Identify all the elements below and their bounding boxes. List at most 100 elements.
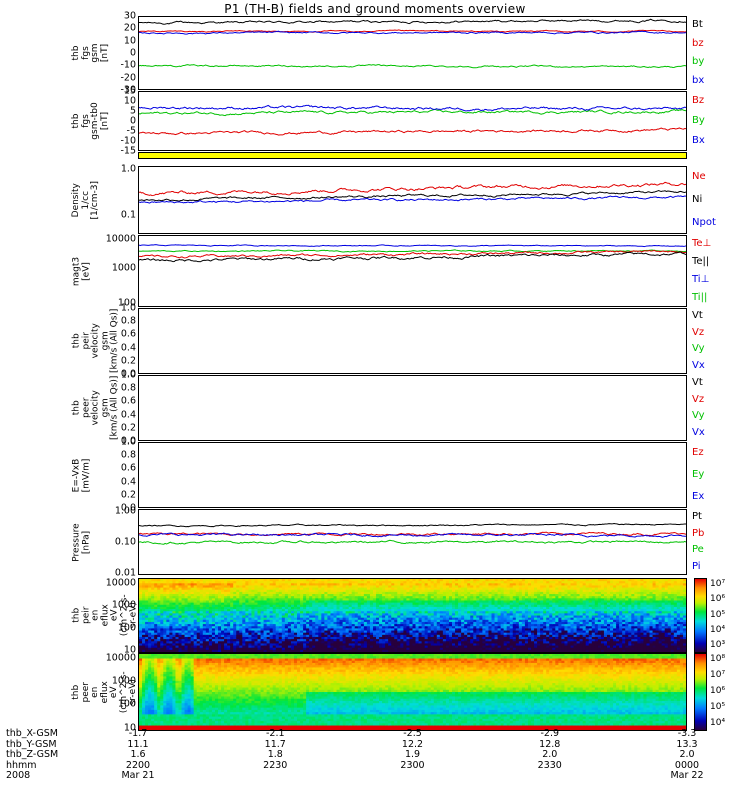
y-axis-title-pressure: Pressure [nPa] (71, 509, 91, 575)
y-tick-labels-pressure: 1.00 0.10 0.01 (92, 505, 136, 577)
y-axis-title-peir-en-eflux: thb peir en eflux eV (cm^2-s-sr-eV) (71, 578, 139, 653)
colorbar-tick-label: 10⁴ (710, 624, 726, 635)
y-axis-title-line: [1/cm-3] (90, 180, 100, 220)
x-axis-row-label: 2008 (6, 770, 31, 781)
y-tick-label: -10 (120, 59, 136, 71)
legend-entry-ey: Ey (692, 469, 705, 480)
panel-pressure (138, 509, 687, 575)
legend-entry-pt: Pt (692, 511, 702, 523)
y-tick-labels-peir-velocity: 1.0 0.8 0.6 0.4 0.2 0.0 (92, 303, 136, 378)
y-tick-label: 0.0 (120, 502, 136, 514)
status-bar-yellow (138, 152, 687, 159)
y-tick-label: 0.2 (120, 355, 136, 367)
legend-entry-vz: Vz (692, 326, 705, 338)
x-axis-tick-value: -2.1 (265, 728, 285, 739)
y-tick-label: 0.6 (120, 395, 136, 407)
y-axis-title-line: [eV] (80, 261, 91, 281)
legend-entry-vy: Vy (692, 410, 705, 422)
y-axis-title-line: sr-eV) (128, 678, 138, 706)
legend-entry-ti: Ti|| (692, 292, 708, 303)
x-axis-tick-value: -1.7 (128, 728, 148, 739)
legend-entry-pe: Pe (692, 544, 704, 556)
y-tick-label: 0.2 (120, 422, 136, 434)
legend-entry-bz: Bz (692, 95, 705, 106)
x-axis-tick-value: 12.2 (401, 738, 424, 750)
x-axis-row-label: thb_Z-GSM (6, 749, 59, 760)
legend-entry-vx: Vx (692, 359, 705, 371)
y-tick-label: 0.4 (120, 408, 136, 420)
colorbar-tick-label: 10⁸ (710, 654, 726, 664)
y-tick-label: 1.0 (120, 302, 136, 314)
y-tick-label: -20 (120, 71, 136, 83)
panel-density (138, 166, 687, 234)
colorbar-tick-label: 10⁷ (710, 670, 726, 680)
colorbar-tick-label: 10⁶ (710, 594, 726, 605)
y-tick-labels-peir-en-eflux: 10000 1000 100 10 (92, 576, 136, 656)
legend-entry-ni: Ni (692, 194, 703, 205)
legend-entry-pb: Pb (692, 527, 705, 539)
y-axis-title-line: [nPa] (80, 530, 91, 554)
panel-peer-velocity (138, 375, 687, 441)
y-axis-title-magt3: magt3 [eV] (71, 235, 91, 307)
legend-entry-ne: Ne (692, 171, 706, 183)
y-tick-label: 20 (123, 22, 136, 34)
colorbar-tick-label: 10⁷ (710, 579, 726, 589)
x-axis-tick-value: 0000 (674, 759, 700, 771)
y-tick-label: -30 (120, 84, 136, 96)
panel-fgs-gsm-tb0 (138, 91, 687, 151)
x-axis-row-label: thb_X-GSM (6, 728, 58, 739)
y-tick-label: 10 (123, 644, 136, 656)
panel-peir-velocity (138, 308, 687, 374)
y-tick-label: 1000 (111, 262, 136, 274)
y-tick-label: -5 (126, 125, 136, 137)
y-axis-title-density: Density 1/cc [1/cm-3] (71, 166, 101, 234)
y-tick-label: 1000 (111, 599, 136, 611)
y-axis-title-efield: E=-VxB [mV/m] (71, 442, 91, 508)
y-axis-title-line: en (90, 609, 100, 622)
y-tick-label: -10 (120, 135, 136, 147)
y-tick-label: 0 (129, 47, 136, 59)
y-tick-labels-fgs-gsm-tb0: 15 10 5 0 -5 -10 -15 (92, 86, 136, 155)
x-axis-tick-value: 2230 (263, 759, 288, 771)
y-tick-label: 10 (123, 722, 136, 734)
x-axis-tick-group: -2.5 12.2 1.9 2300 (373, 728, 453, 782)
x-axis-tick-value: 2.0 (679, 749, 695, 760)
y-tick-label: 1.00 (114, 505, 136, 517)
x-axis-row-label: thb_Y-GSM (6, 738, 57, 750)
legend-entry-bz: bz (692, 37, 704, 49)
y-tick-label: 1.0 (120, 162, 136, 174)
y-axis-title-peer-velocity: thb peer velocity gsm [km/s (All Qs)] (71, 375, 120, 441)
y-tick-label: 0.4 (120, 341, 136, 353)
legend-entry-te: Te|| (692, 256, 710, 267)
x-axis-tick-value (510, 771, 590, 782)
legend-entry-vy: Vy (692, 343, 705, 355)
legend-entry-by: by (692, 56, 705, 68)
y-tick-label: 15 (123, 85, 136, 97)
legend-entry-bx: Bx (692, 135, 705, 146)
x-axis-tick-value (235, 771, 315, 782)
x-axis-tick-value: Mar 22 (670, 770, 704, 781)
legend-entry-vt: Vt (692, 377, 703, 389)
y-tick-label: 100 (117, 296, 136, 308)
y-axis-title-line: eV (109, 609, 119, 622)
y-tick-label: 100 (117, 698, 136, 710)
y-axis-title-line: [km/s (All Qs)] (109, 375, 119, 441)
y-tick-labels-fgs-gsm: 30 20 10 0 -10 -20 -30 (92, 11, 136, 94)
y-tick-label: 0.8 (120, 449, 136, 461)
legend-entry-vt: Vt (692, 310, 703, 322)
y-tick-label: 10000 (105, 576, 136, 588)
x-axis-tick-value: 2300 (400, 759, 425, 771)
panel-magt3 (138, 235, 687, 307)
x-axis-tick-value: 13.3 (676, 738, 698, 750)
y-axis-title-peir-velocity: thb peir velocity gsm [km/s (All Qs)] (71, 308, 120, 374)
y-tick-label: 0.2 (120, 489, 136, 501)
y-axis-title-line: velocity (90, 390, 100, 426)
legend-entry-by: By (692, 115, 705, 126)
y-axis-title-line: thb (71, 333, 81, 349)
x-axis-tick-group: -2.9 12.8 2.0 2330 (510, 728, 590, 782)
colorbar-tick-label: 10⁶ (710, 686, 726, 696)
page-title: P1 (TH-B) fields and ground moments over… (224, 2, 526, 16)
y-tick-label: 0.0 (120, 435, 136, 447)
colorbar-tick-label: 10⁴ (710, 718, 726, 728)
x-axis-tick-value: 11.1 (127, 738, 149, 750)
